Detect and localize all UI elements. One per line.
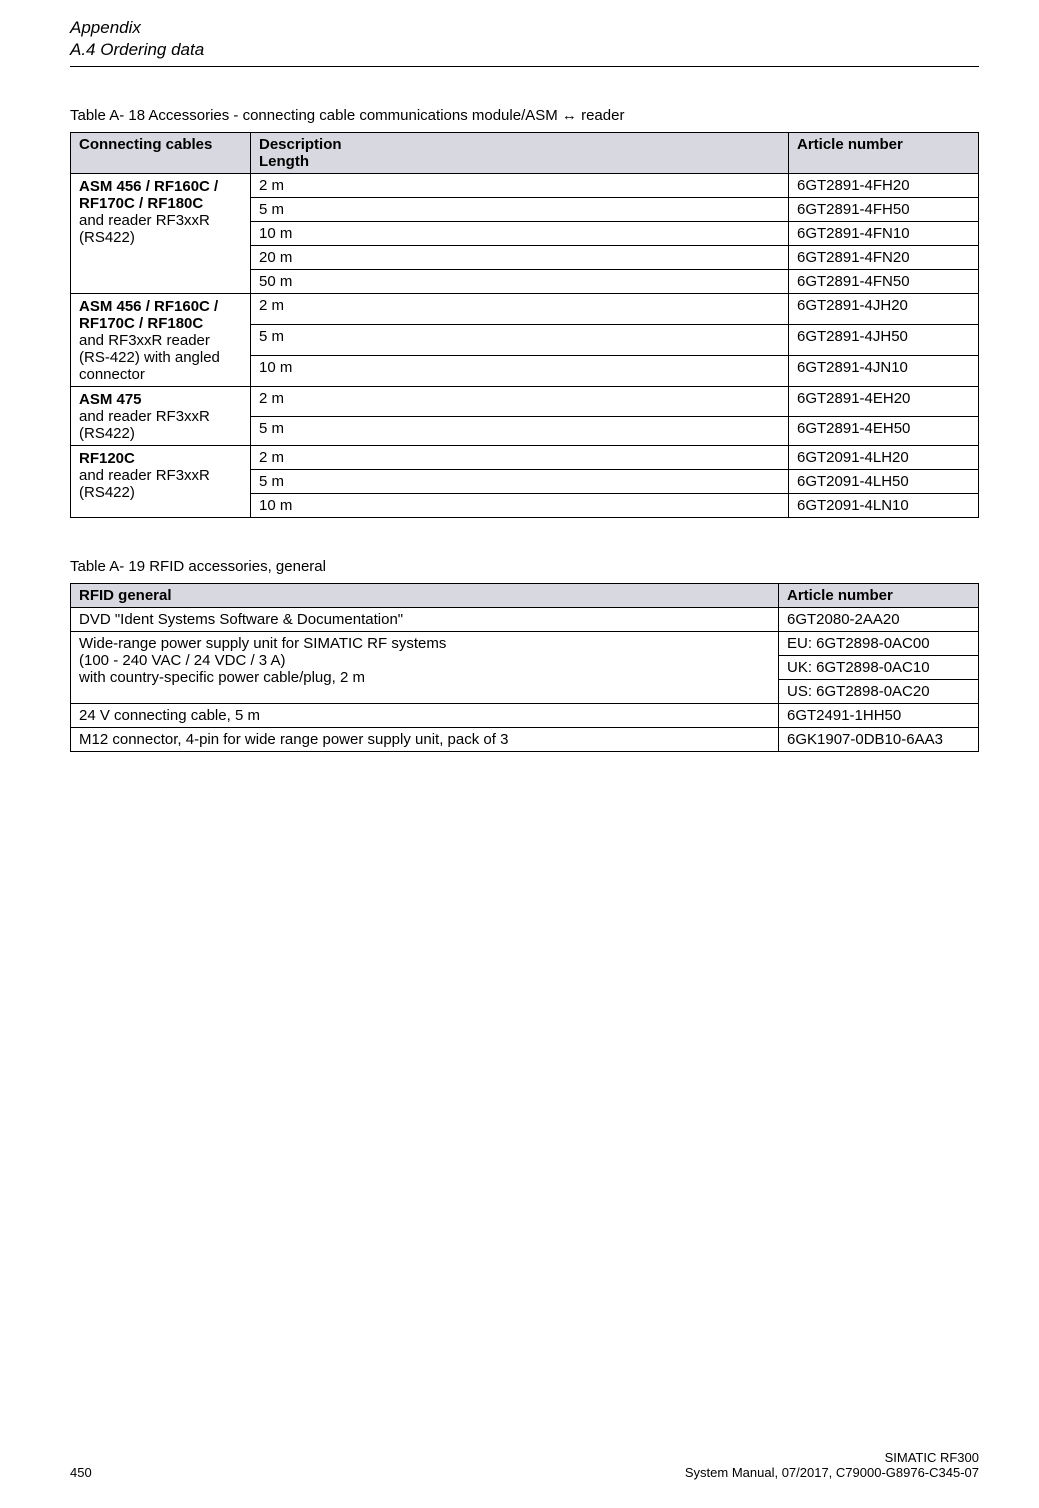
table-cell: 2 m xyxy=(251,387,789,417)
footer-manual: System Manual, 07/2017, C79000-G8976-C34… xyxy=(70,1465,979,1480)
t18-header-col2: Description Length xyxy=(251,133,789,174)
t18-g1-bold: ASM 456 / RF160C / RF170C / RF180C xyxy=(79,178,218,212)
t19-r2-l3: with country-specific power cable/plug, … xyxy=(79,669,365,686)
header-appendix: Appendix xyxy=(70,18,979,38)
t18-g2-plain: and RF3xxR reader (RS-422) with angled c… xyxy=(79,332,220,383)
table-cell: 10 m xyxy=(251,222,789,246)
t18-group1-label: ASM 456 / RF160C / RF170C / RF180C and r… xyxy=(71,174,251,294)
table-cell: 50 m xyxy=(251,270,789,294)
table-cell: 5 m xyxy=(251,416,789,446)
t18-g2-bold: ASM 456 / RF160C / RF170C / RF180C xyxy=(79,298,218,332)
table-cell: 5 m xyxy=(251,470,789,494)
t18-g3-bold: ASM 475 xyxy=(79,391,142,408)
table-cell: 6GT2080-2AA20 xyxy=(779,608,979,632)
table-cell: 6GT2891-4JH50 xyxy=(789,325,979,356)
table-cell: 10 m xyxy=(251,356,789,387)
table-cell: 2 m xyxy=(251,294,789,325)
table-cell: 6GK1907-0DB10-6AA3 xyxy=(779,728,979,752)
t18-g3-plain: and reader RF3xxR (RS422) xyxy=(79,408,210,442)
table-cell: 6GT2891-4FH50 xyxy=(789,198,979,222)
header-section: A.4 Ordering data xyxy=(70,40,979,60)
t18-header-description: Description xyxy=(259,136,780,153)
footer-page: 450 xyxy=(70,1465,92,1480)
table-cell: 6GT2091-4LN10 xyxy=(789,494,979,518)
table-cell: UK: 6GT2898-0AC10 xyxy=(779,656,979,680)
table-cell: 6GT2891-4FN20 xyxy=(789,246,979,270)
t19-r2-l1: Wide-range power supply unit for SIMATIC… xyxy=(79,635,446,652)
table-cell: 6GT2491-1HH50 xyxy=(779,704,979,728)
t18-group2-label: ASM 456 / RF160C / RF170C / RF180C and R… xyxy=(71,294,251,387)
t18-header-length: Length xyxy=(259,153,780,170)
page-header: Appendix A.4 Ordering data xyxy=(70,18,979,67)
table-cell: 2 m xyxy=(251,174,789,198)
t19-header-col1: RFID general xyxy=(71,584,779,608)
table-19: RFID general Article number DVD "Ident S… xyxy=(70,583,979,752)
table-19-caption: Table A- 19 RFID accessories, general xyxy=(70,558,979,575)
table-cell: 24 V connecting cable, 5 m xyxy=(71,704,779,728)
table-cell: DVD "Ident Systems Software & Documentat… xyxy=(71,608,779,632)
t18-group4-label: RF120C and reader RF3xxR (RS422) xyxy=(71,446,251,518)
t19-header-col2: Article number xyxy=(779,584,979,608)
t18-g4-plain: and reader RF3xxR (RS422) xyxy=(79,467,210,501)
table-cell: EU: 6GT2898-0AC00 xyxy=(779,632,979,656)
table-cell: 6GT2891-4FH20 xyxy=(789,174,979,198)
table-cell: 6GT2091-4LH50 xyxy=(789,470,979,494)
t19-r2-l2: (100 - 240 VAC / 24 VDC / 3 A) xyxy=(79,652,285,669)
table-18-caption: Table A- 18 Accessories - connecting cab… xyxy=(70,107,979,124)
table-cell: M12 connector, 4-pin for wide range powe… xyxy=(71,728,779,752)
footer-title: SIMATIC RF300 xyxy=(70,1450,979,1465)
table-cell: 6GT2891-4JH20 xyxy=(789,294,979,325)
table-cell: 6GT2091-4LH20 xyxy=(789,446,979,470)
t18-header-col1: Connecting cables xyxy=(71,133,251,174)
t18-group3-label: ASM 475 and reader RF3xxR (RS422) xyxy=(71,387,251,446)
table-cell: 10 m xyxy=(251,494,789,518)
t19-row2-desc: Wide-range power supply unit for SIMATIC… xyxy=(71,632,779,704)
table-18: Connecting cables Description Length Art… xyxy=(70,132,979,518)
table-cell: 2 m xyxy=(251,446,789,470)
t18-g4-bold: RF120C xyxy=(79,450,135,467)
table-cell: 5 m xyxy=(251,325,789,356)
page-footer: SIMATIC RF300 System Manual, 07/2017, C7… xyxy=(70,1450,979,1480)
table-cell: 6GT2891-4FN10 xyxy=(789,222,979,246)
table-cell: 20 m xyxy=(251,246,789,270)
table-cell: US: 6GT2898-0AC20 xyxy=(779,680,979,704)
table-cell: 6GT2891-4FN50 xyxy=(789,270,979,294)
table-cell: 5 m xyxy=(251,198,789,222)
table-cell: 6GT2891-4EH20 xyxy=(789,387,979,417)
t18-g1-plain: and reader RF3xxR (RS422) xyxy=(79,212,210,246)
t18-header-col3: Article number xyxy=(789,133,979,174)
table-cell: 6GT2891-4JN10 xyxy=(789,356,979,387)
table-cell: 6GT2891-4EH50 xyxy=(789,416,979,446)
